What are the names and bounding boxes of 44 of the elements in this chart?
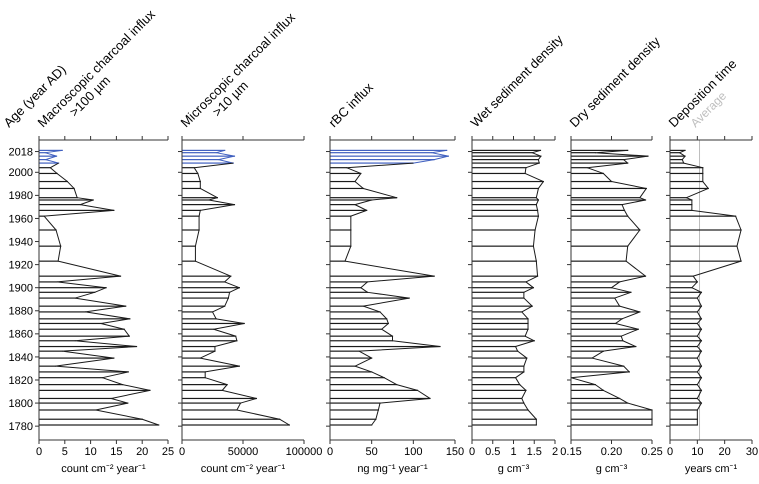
x-tick-label: 10 [691, 446, 704, 458]
x-tick-label: 100000 [286, 446, 322, 458]
y-tick-label: 2018 [8, 146, 33, 158]
x-tick-label: 20 [136, 446, 148, 458]
x-tick-label: 150 [446, 446, 464, 458]
x-tick-label: 0 [178, 446, 186, 458]
x-axis-title: g cm⁻³ [498, 463, 530, 475]
x-tick-label: 10 [84, 446, 97, 458]
x-axis-title: g cm⁻³ [596, 463, 628, 475]
x-tick-label: 0 [468, 446, 476, 458]
y-tick-label: 2000 [8, 167, 33, 180]
y-tick-label: 1800 [8, 398, 33, 410]
x-axis-title: ng mg⁻¹ year⁻¹ [357, 463, 428, 475]
x-tick-label: 15 [110, 446, 123, 458]
y-tick-label: 1780 [8, 421, 33, 434]
y-tick-label: 1940 [8, 236, 33, 248]
y-tick-label: 1860 [8, 328, 33, 341]
x-tick-label: 0.15 [560, 446, 582, 458]
y-tick-label: 1920 [8, 259, 33, 272]
x-tick-label: 30 [746, 446, 758, 458]
y-tick-label: 1880 [8, 306, 33, 318]
x-tick-label: 0.25 [641, 446, 663, 458]
x-axis-title: count cm⁻² year⁻¹ [61, 463, 146, 475]
x-tick-label: 0.5 [485, 446, 500, 458]
x-tick-label: 0 [326, 446, 334, 458]
x-tick-label: 1 [510, 446, 517, 458]
y-tick-label: 1840 [8, 352, 33, 364]
y-tick-label: 1960 [8, 213, 33, 226]
x-axis-title: count cm⁻² year⁻¹ [200, 463, 286, 475]
y-tick-label: 1820 [8, 374, 33, 387]
x-tick-label: 0.20 [600, 446, 622, 458]
x-tick-label: 50000 [228, 446, 258, 458]
x-tick-label: 0 [36, 446, 42, 458]
x-tick-label: 2 [552, 446, 558, 458]
y-tick-label: 1900 [8, 282, 33, 295]
x-tick-label: 1.5 [526, 446, 542, 458]
y-tick-label: 1980 [8, 190, 33, 202]
x-axis-title: years cm⁻¹ [684, 463, 738, 475]
x-tick-label: 50 [366, 446, 378, 458]
x-tick-label: 0 [666, 446, 674, 458]
x-tick-label: 100 [404, 446, 423, 458]
x-tick-label: 5 [62, 446, 68, 458]
x-tick-label: 20 [718, 446, 731, 458]
x-tick-label: 25 [162, 446, 174, 458]
